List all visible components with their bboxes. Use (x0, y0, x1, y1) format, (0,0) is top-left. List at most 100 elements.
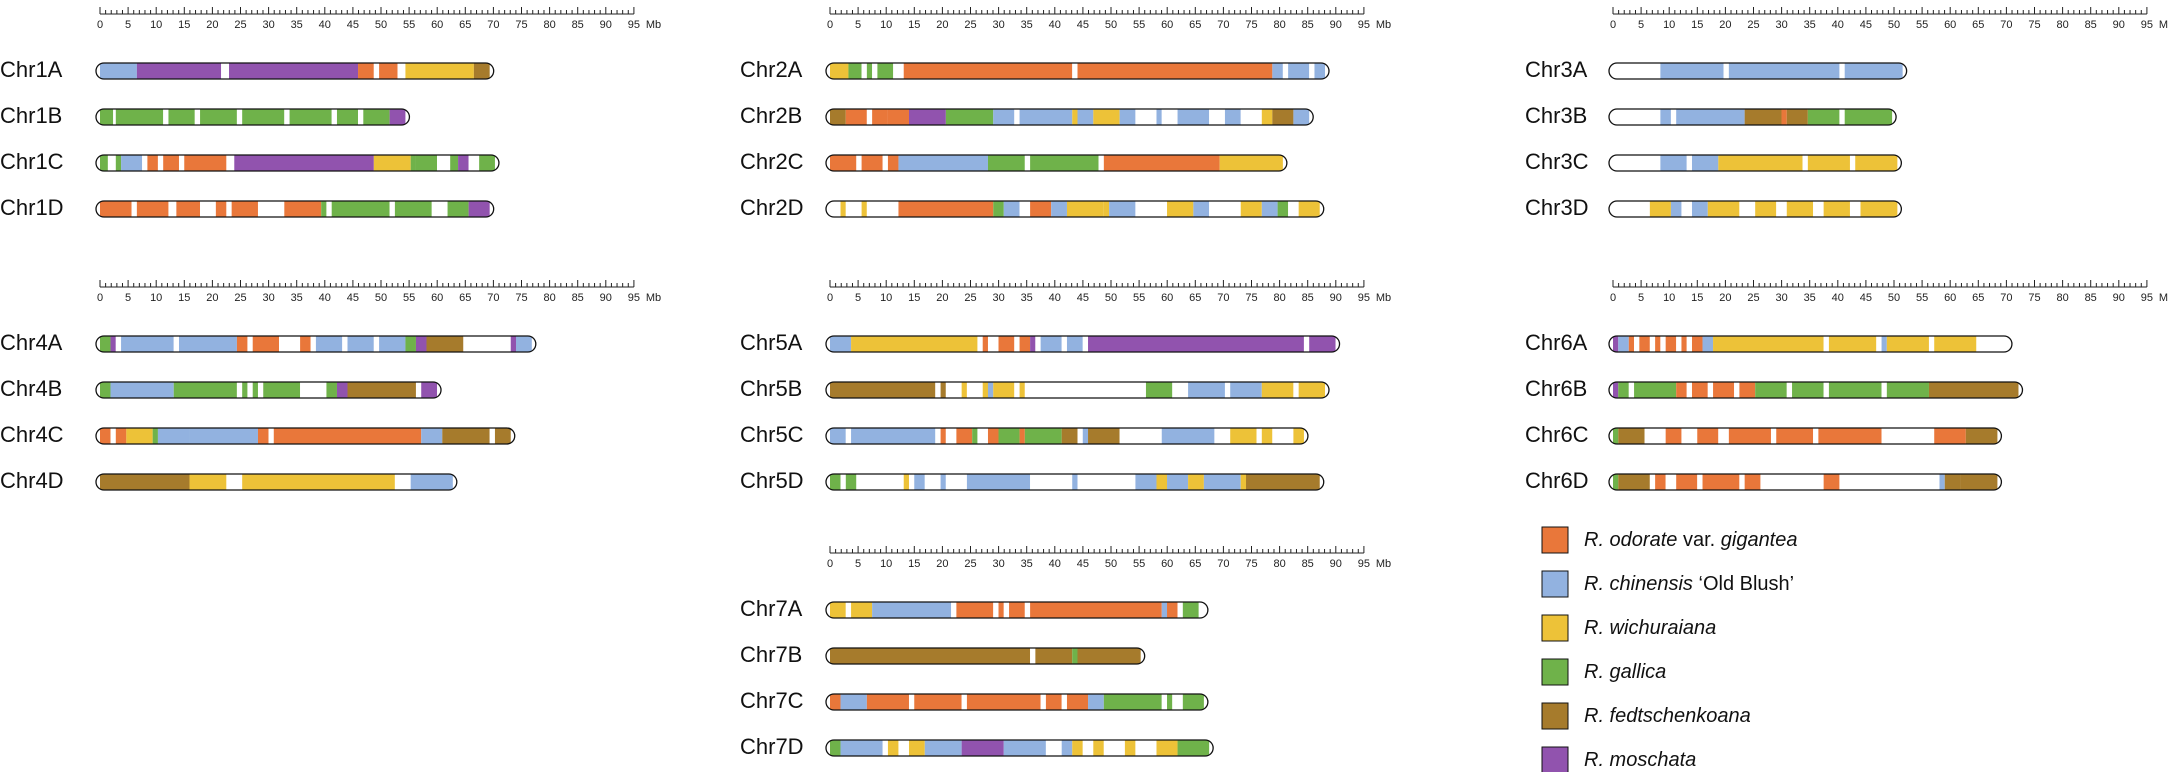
ruler-tick-label: 5 (125, 292, 131, 304)
segment (397, 63, 406, 79)
chromosome: Chr7A (740, 596, 1209, 621)
ruler-tick-label: 55 (1133, 558, 1145, 570)
segment (242, 382, 248, 398)
scale-ruler: 0 5 10 15 20 25 30 35 40 45 50 55 60 65 70 75 80 85 90 95 Mb (827, 546, 1391, 570)
segment (458, 155, 469, 171)
segment (1755, 201, 1777, 217)
ruler-unit-label: Mb (646, 19, 661, 31)
segment (840, 694, 867, 710)
segments (1609, 336, 2012, 352)
segment (1061, 428, 1078, 444)
ruler-tick-label: 40 (1832, 19, 1844, 31)
ruler-tick-label: 70 (2000, 292, 2012, 304)
segment (1019, 428, 1025, 444)
segment (1613, 428, 1619, 444)
segment (1944, 474, 1961, 490)
segment (1077, 474, 1136, 490)
segment (107, 155, 116, 171)
segments (826, 428, 1308, 444)
segment (956, 428, 973, 444)
segment (1670, 201, 1682, 217)
chromosome-outline (825, 62, 1330, 80)
segment (1686, 336, 1692, 352)
segment (110, 382, 174, 398)
segment (830, 602, 846, 618)
segment (1003, 740, 1046, 756)
scale-ruler: 0 5 10 15 20 25 30 35 40 45 50 55 60 65 70 75 80 85 90 95 Mb (827, 280, 1391, 304)
segment (1272, 428, 1294, 444)
segment (110, 428, 116, 444)
chromosome: Chr7C (740, 688, 1209, 713)
chromosome: Chr7D (740, 734, 1214, 759)
segment (1844, 63, 1903, 79)
segment (284, 201, 322, 217)
segment (489, 428, 495, 444)
ruler-tick-label: 85 (1302, 558, 1314, 570)
segment (851, 428, 936, 444)
ruler-tick-label: 60 (1944, 292, 1956, 304)
segment (1739, 382, 1756, 398)
segment (226, 474, 243, 490)
chromosome: Chr5B (740, 376, 1330, 401)
scale-ruler: 0 5 10 15 20 25 30 35 40 45 50 55 60 65 70 75 80 85 90 95 Mb (97, 7, 661, 31)
segment (126, 428, 153, 444)
ruler-tick-label: 15 (908, 558, 920, 570)
segment (152, 428, 158, 444)
segment (1613, 155, 1661, 171)
segment (331, 201, 390, 217)
segment (257, 201, 285, 217)
chromosome: Chr4A (0, 330, 537, 355)
segment (1976, 336, 2008, 352)
segment (1786, 201, 1814, 217)
segment (908, 109, 946, 125)
segment (363, 109, 390, 125)
chromosome-outline (95, 108, 411, 126)
segment (516, 336, 532, 352)
chromosome: Chr6C (1525, 422, 2003, 447)
ruler-tick-label: 75 (2028, 19, 2040, 31)
segment (189, 474, 227, 490)
segment (1298, 382, 1325, 398)
ruler-tick-label: 50 (1888, 292, 1900, 304)
segment (100, 474, 190, 490)
segment (1246, 474, 1320, 490)
chromosome-group: 0 5 10 15 20 25 30 35 40 45 50 55 60 65 70 75 80 85 90 95 Mb… (740, 7, 1391, 220)
segment (1681, 428, 1698, 444)
square-swatch-icon (1541, 570, 1569, 598)
ruler-tick-label: 45 (347, 292, 359, 304)
segment (1188, 382, 1225, 398)
segment (1886, 336, 1929, 352)
segment (1014, 382, 1020, 398)
segment (200, 109, 237, 125)
ruler-tick-label: 85 (572, 19, 584, 31)
segment (1618, 336, 1629, 352)
ruler-tick-label: 40 (319, 19, 331, 31)
ruler-unit-label: Mb (1376, 19, 1391, 31)
segment (1639, 336, 1650, 352)
segment (1813, 428, 1819, 444)
segment (940, 428, 946, 444)
segments (826, 694, 1208, 710)
ruler-tick-label: 10 (880, 558, 892, 570)
segment (1219, 155, 1283, 171)
chromosome-outline (825, 154, 1288, 172)
segment (1145, 382, 1173, 398)
segment (1634, 382, 1677, 398)
square-swatch-icon (1541, 658, 1569, 686)
segment (1135, 740, 1157, 756)
segment (115, 428, 127, 444)
square-swatch-icon (1541, 614, 1569, 642)
ruler-tick-label: 75 (1245, 558, 1257, 570)
segment (951, 602, 957, 618)
chromosome-outline (1608, 200, 1903, 218)
segment (326, 382, 337, 398)
segment (252, 336, 280, 352)
ruler-tick-label: 25 (1747, 19, 1759, 31)
segment (373, 336, 380, 352)
segment (1655, 336, 1661, 352)
segment (1628, 336, 1635, 352)
ruler-tick-label: 85 (1302, 19, 1314, 31)
ruler-tick-label: 50 (1105, 292, 1117, 304)
ruler-tick-label: 80 (2056, 19, 2068, 31)
chromosome: Chr1B (0, 103, 411, 128)
